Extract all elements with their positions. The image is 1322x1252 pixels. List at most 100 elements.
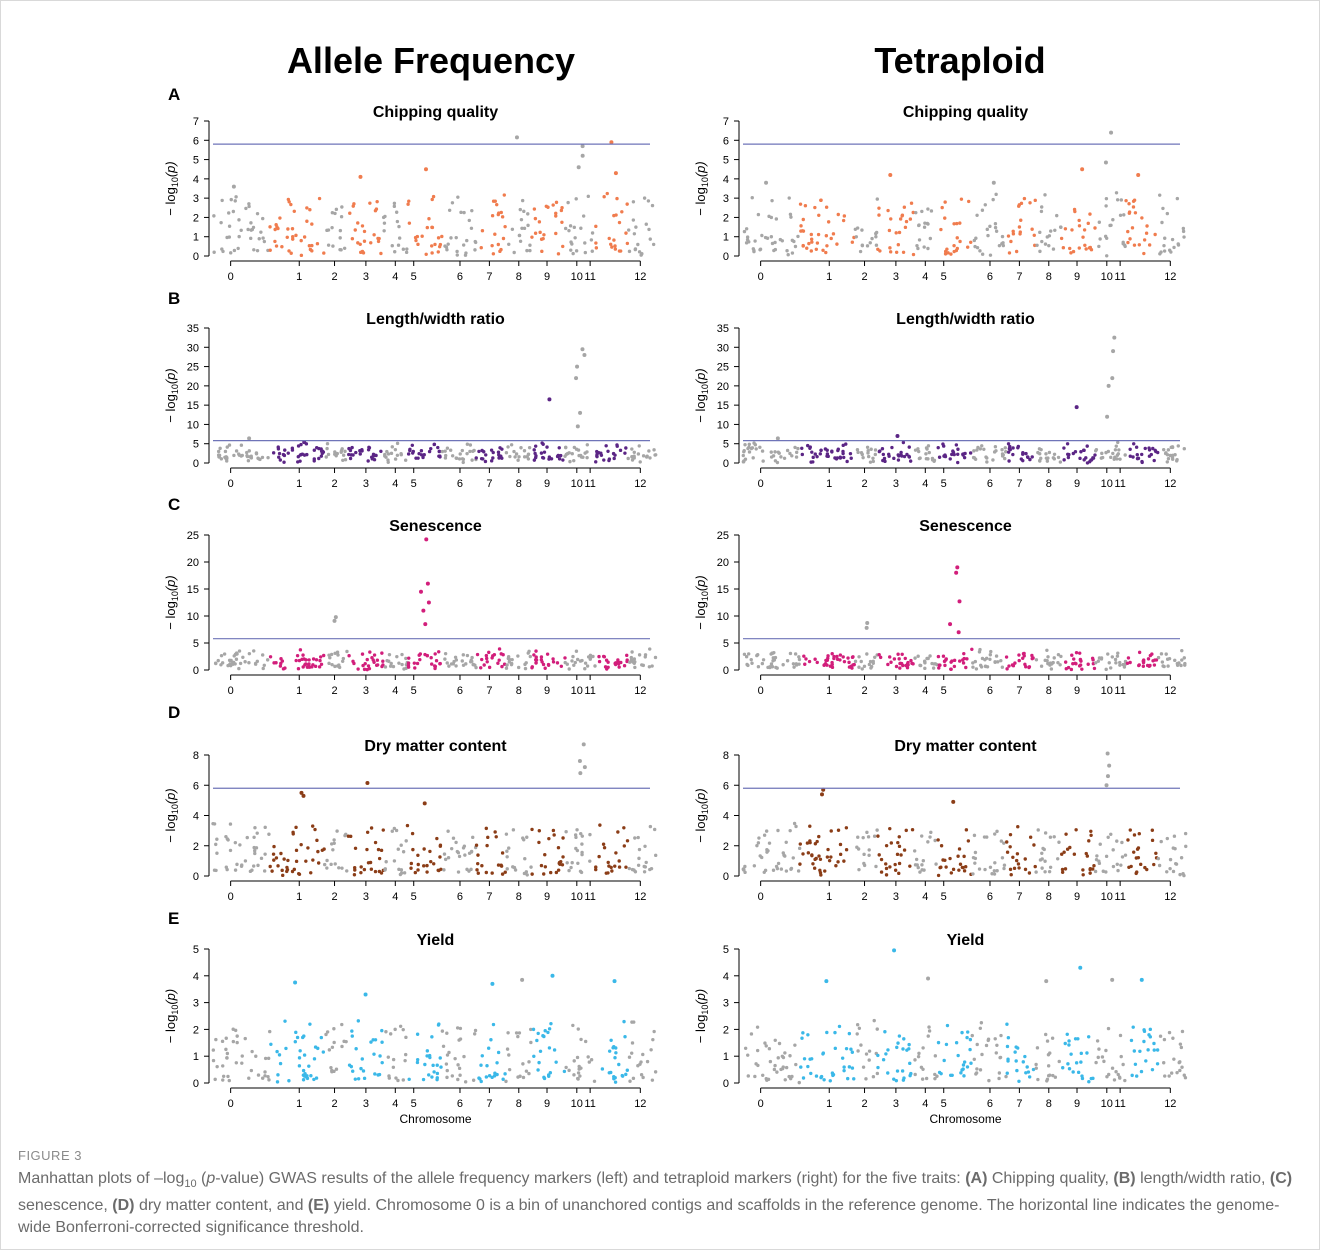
- data-point: [330, 1045, 335, 1049]
- data-point: [788, 212, 793, 217]
- data-point: [457, 1066, 462, 1071]
- data-point: [822, 1078, 826, 1082]
- y-tick-label: 3: [193, 193, 199, 205]
- data-point: [231, 1027, 235, 1031]
- data-point: [554, 211, 558, 216]
- data-point: [416, 456, 420, 460]
- data-point: [875, 1071, 880, 1076]
- data-point: [789, 866, 794, 871]
- data-point: [589, 238, 594, 242]
- data-point: [776, 1056, 780, 1060]
- data-point: [534, 661, 538, 665]
- data-point: [333, 862, 337, 866]
- data-point: [572, 458, 576, 463]
- data-point: [221, 249, 225, 254]
- data-point: [401, 247, 406, 251]
- data-point: [939, 1071, 943, 1076]
- data-point: [892, 1077, 896, 1081]
- data-point: [496, 242, 501, 247]
- data-point: [918, 870, 922, 874]
- data-point: [744, 655, 749, 659]
- data-point: [838, 456, 843, 460]
- data-point: [1115, 654, 1120, 658]
- peak-point: [1103, 160, 1108, 165]
- panel-title: Senescence: [389, 518, 482, 535]
- data-point: [1134, 1074, 1139, 1078]
- data-point: [1057, 840, 1061, 844]
- data-point: [327, 661, 331, 666]
- panel-title: Dry matter content: [894, 738, 1037, 755]
- data-point: [894, 664, 899, 669]
- data-point: [842, 455, 846, 460]
- data-point: [301, 653, 305, 657]
- data-point: [537, 1060, 541, 1065]
- x-axis-title: Chromosome: [399, 1112, 471, 1126]
- data-point: [993, 832, 997, 836]
- ylabel-sub: 10: [170, 591, 180, 601]
- y-tick-label: 30: [717, 342, 729, 354]
- data-point: [281, 452, 286, 457]
- data-point: [774, 217, 779, 221]
- data-point: [406, 452, 411, 456]
- y-tick-label: 3: [193, 998, 199, 1010]
- data-point: [826, 220, 831, 224]
- data-point: [897, 871, 901, 876]
- data-point: [447, 1050, 451, 1055]
- data-point: [436, 236, 441, 240]
- data-point: [1104, 204, 1108, 208]
- x-tick-label: 7: [1016, 271, 1022, 283]
- x-tick-label: 9: [544, 271, 550, 283]
- data-point: [993, 1037, 997, 1041]
- data-point: [314, 1076, 319, 1080]
- data-point: [1116, 651, 1120, 655]
- data-point: [800, 452, 805, 457]
- x-tick-label: 10: [571, 891, 583, 903]
- data-point: [331, 244, 335, 248]
- data-point: [522, 209, 526, 214]
- data-point: [587, 1060, 592, 1064]
- data-point: [247, 661, 251, 665]
- data-point: [343, 833, 347, 838]
- data-point: [1088, 212, 1092, 216]
- data-point: [614, 851, 618, 855]
- data-point: [566, 200, 570, 205]
- data-point: [777, 451, 781, 455]
- data-point: [358, 242, 362, 246]
- data-point: [648, 824, 653, 829]
- data-point: [1158, 193, 1162, 197]
- data-point: [574, 197, 578, 201]
- data-point: [841, 655, 845, 659]
- data-point: [968, 451, 973, 455]
- data-point: [1123, 453, 1127, 457]
- data-point: [1079, 450, 1083, 454]
- data-point: [430, 1075, 434, 1079]
- data-point: [913, 1072, 917, 1077]
- data-point: [573, 660, 578, 665]
- data-point: [784, 1065, 789, 1070]
- data-point: [327, 1048, 332, 1052]
- data-point: [614, 1046, 618, 1050]
- data-point: [541, 442, 545, 446]
- data-point: [500, 872, 505, 876]
- data-point: [994, 229, 999, 233]
- data-point: [773, 1038, 777, 1042]
- y-axis-label: − log10(p): [693, 161, 710, 215]
- data-point: [1069, 1052, 1073, 1056]
- data-point: [873, 655, 877, 660]
- x-tick-label: 4: [392, 271, 398, 283]
- data-point: [1174, 861, 1178, 866]
- y-tick-label: 3: [723, 193, 729, 205]
- data-point: [1030, 656, 1034, 661]
- data-point: [907, 1047, 911, 1051]
- data-point: [455, 253, 459, 257]
- data-point: [1165, 836, 1170, 841]
- data-point: [1132, 850, 1136, 854]
- y-tick-label: 25: [717, 362, 729, 374]
- ylabel-part: − log: [693, 814, 708, 843]
- data-point: [819, 1074, 824, 1079]
- data-point: [988, 653, 993, 657]
- data-point: [461, 460, 465, 465]
- data-point: [372, 653, 377, 657]
- data-point: [361, 1069, 366, 1073]
- data-point: [926, 444, 931, 448]
